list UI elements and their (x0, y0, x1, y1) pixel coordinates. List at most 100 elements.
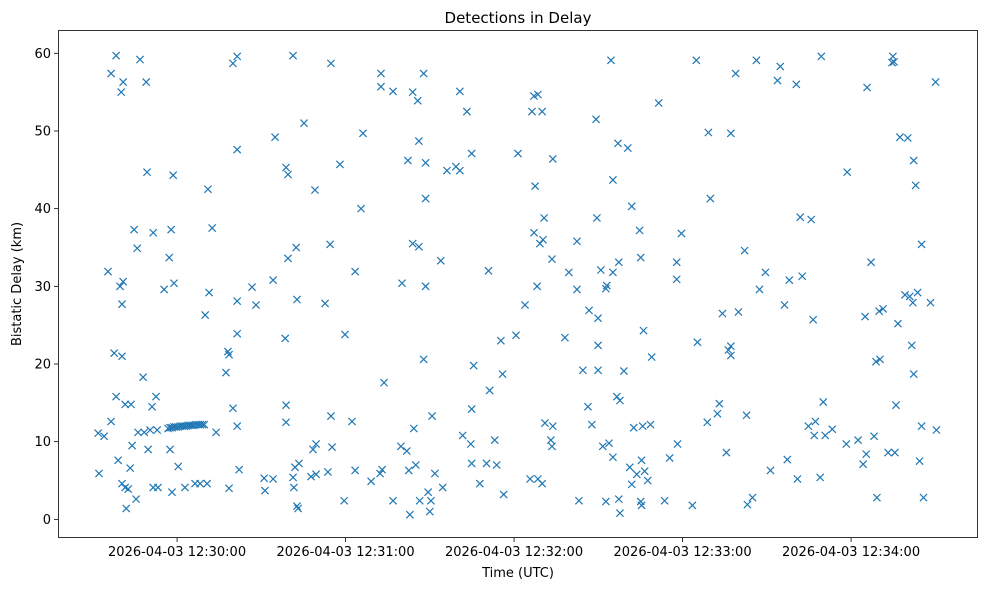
data-point (783, 455, 792, 464)
data-point (485, 386, 494, 395)
data-point (466, 439, 475, 449)
data-point (572, 237, 581, 246)
data-point (403, 156, 412, 165)
data-point (282, 418, 291, 427)
data-point (294, 459, 303, 468)
data-point (183, 421, 193, 430)
data-point (629, 423, 638, 432)
data-point (821, 431, 830, 440)
data-point (854, 436, 863, 445)
data-point (408, 239, 417, 248)
data-point (859, 460, 868, 469)
data-point (203, 185, 212, 194)
data-point (538, 479, 547, 488)
data-point (903, 133, 912, 142)
data-point (635, 226, 644, 235)
data-point (212, 428, 221, 437)
data-point (130, 225, 139, 234)
data-point (340, 330, 350, 339)
data-point (458, 431, 467, 440)
data-point (900, 290, 910, 299)
data-point (321, 299, 330, 308)
data-point (638, 422, 647, 431)
data-point (926, 298, 935, 307)
data-point (426, 496, 435, 505)
data-point (531, 182, 540, 191)
data-point (804, 422, 813, 431)
data-point (228, 404, 237, 413)
data-point (608, 453, 617, 462)
data-point (148, 402, 157, 411)
data-point (389, 87, 398, 96)
data-point (378, 465, 387, 474)
data-point (654, 98, 663, 108)
data-point (389, 496, 398, 505)
x-axis-label: Time (UTC) (481, 566, 554, 581)
data-point (100, 432, 109, 441)
data-point (142, 168, 152, 177)
data-point (564, 268, 573, 277)
data-point (118, 352, 127, 361)
data-point (308, 445, 318, 454)
data-point (356, 204, 366, 213)
data-point (411, 460, 420, 470)
data-point (632, 470, 641, 479)
data-point (225, 484, 234, 493)
x-tick-label: 2026-04-03 12:31:00 (277, 545, 415, 560)
x-tick-label: 2026-04-03 12:33:00 (614, 545, 752, 560)
data-point (713, 409, 722, 418)
data-point (128, 441, 137, 450)
data-point (752, 56, 761, 65)
y-tick-label: 50 (34, 124, 51, 139)
data-point (380, 378, 389, 387)
data-point (124, 485, 133, 494)
data-point (601, 284, 610, 293)
data-point (221, 368, 230, 377)
data-point (761, 268, 770, 277)
data-point (572, 285, 581, 294)
data-point (122, 504, 131, 513)
data-point (608, 175, 617, 184)
data-point (310, 185, 319, 195)
data-point (283, 170, 293, 179)
data-point (94, 429, 103, 438)
data-point (203, 479, 212, 488)
data-point (126, 464, 135, 473)
data-point (176, 422, 185, 431)
data-point (919, 493, 928, 502)
data-point (602, 281, 611, 290)
data-point (396, 442, 405, 451)
data-point (828, 425, 837, 434)
data-point (895, 133, 904, 142)
x-tick-label: 2026-04-03 12:34:00 (782, 545, 920, 560)
data-point (636, 253, 645, 262)
data-point (637, 501, 646, 510)
data-point (870, 432, 879, 441)
data-point (647, 352, 656, 362)
x-tick-label: 2026-04-03 12:32:00 (445, 545, 583, 560)
data-point (269, 474, 278, 483)
data-point (117, 88, 126, 97)
y-tick-label: 30 (34, 280, 51, 295)
data-point (533, 90, 542, 99)
data-point (875, 307, 884, 316)
data-point (404, 466, 413, 475)
data-point (289, 51, 298, 60)
data-point (112, 392, 121, 401)
data-point (793, 474, 802, 483)
data-point (328, 443, 337, 452)
data-point (139, 373, 148, 382)
data-point (153, 426, 162, 435)
data-point (492, 460, 501, 470)
data-point (862, 450, 871, 459)
data-point (639, 326, 648, 335)
data-point (421, 158, 430, 167)
data-point (614, 495, 623, 504)
data-point (251, 300, 261, 309)
data-point (467, 459, 476, 468)
data-point (419, 69, 428, 78)
data-point (693, 338, 702, 347)
data-point (704, 128, 713, 137)
data-point (908, 298, 917, 307)
data-point (909, 156, 918, 165)
